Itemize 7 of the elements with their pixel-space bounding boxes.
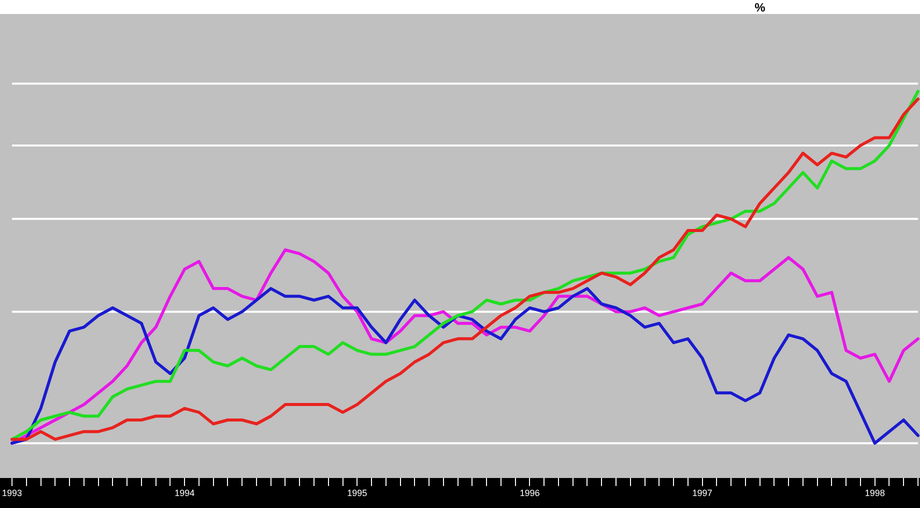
x-tick-label: 1993: [2, 488, 22, 498]
text: %: [754, 0, 766, 14]
x-tick-label: 1994: [174, 488, 195, 498]
x-tick-label: 1998: [864, 488, 885, 498]
x-tick-label: 1996: [520, 488, 540, 498]
x-tick-label: 1995: [347, 488, 368, 498]
x-tick-label: 1997: [692, 488, 712, 498]
